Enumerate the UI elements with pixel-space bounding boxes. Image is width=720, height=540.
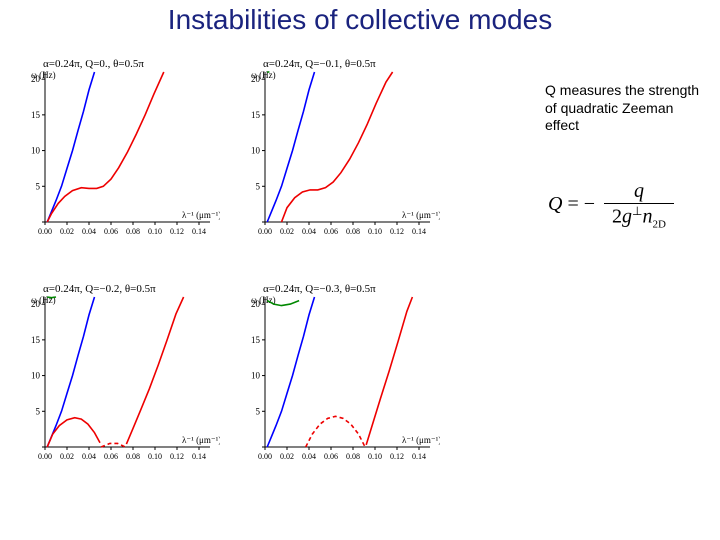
svg-text:0.14: 0.14 bbox=[412, 227, 426, 236]
svg-text:ω (Hz): ω (Hz) bbox=[251, 70, 276, 80]
svg-text:5: 5 bbox=[36, 181, 41, 191]
svg-text:0.12: 0.12 bbox=[390, 227, 404, 236]
svg-text:0.14: 0.14 bbox=[192, 227, 206, 236]
eq-num: q bbox=[604, 180, 674, 204]
eq-den: 2g⊥n2D bbox=[604, 204, 674, 231]
svg-text:15: 15 bbox=[31, 110, 41, 120]
svg-text:0.02: 0.02 bbox=[60, 452, 74, 461]
panel-plot: 51015200.000.020.040.060.080.100.120.14ω… bbox=[245, 285, 440, 474]
svg-text:0.08: 0.08 bbox=[126, 227, 140, 236]
slide-title: Instabilities of collective modes bbox=[0, 4, 720, 36]
panel-title: α=0.24π, Q=−0.1, θ=0.5π bbox=[263, 58, 376, 70]
svg-text:0.12: 0.12 bbox=[170, 452, 184, 461]
series-blue bbox=[267, 297, 314, 447]
svg-text:0.10: 0.10 bbox=[148, 452, 162, 461]
svg-text:ω (Hz): ω (Hz) bbox=[31, 295, 56, 305]
panel-plot: 51015200.000.020.040.060.080.100.120.14ω… bbox=[25, 285, 220, 474]
panel-p01: α=0.24π, Q=−0.1, θ=0.5π51015200.000.020.… bbox=[245, 60, 440, 235]
svg-text:5: 5 bbox=[256, 181, 261, 191]
series-red bbox=[47, 418, 100, 447]
svg-text:10: 10 bbox=[31, 146, 41, 156]
series-red-dash bbox=[101, 443, 125, 447]
svg-text:0.10: 0.10 bbox=[368, 227, 382, 236]
equation-Q: Q = − q 2g⊥n2D bbox=[548, 180, 674, 231]
svg-text:15: 15 bbox=[251, 110, 261, 120]
svg-text:0.00: 0.00 bbox=[258, 452, 272, 461]
svg-text:0.06: 0.06 bbox=[324, 452, 338, 461]
svg-text:0.10: 0.10 bbox=[368, 452, 382, 461]
svg-text:5: 5 bbox=[36, 406, 41, 416]
series-blue bbox=[47, 72, 94, 222]
series-red bbox=[282, 72, 393, 222]
series-green bbox=[47, 297, 56, 298]
series-blue bbox=[267, 72, 314, 222]
svg-text:0.00: 0.00 bbox=[38, 227, 52, 236]
eq-frac: q 2g⊥n2D bbox=[604, 180, 674, 231]
svg-text:0.12: 0.12 bbox=[170, 227, 184, 236]
svg-text:10: 10 bbox=[31, 371, 41, 381]
svg-text:0.08: 0.08 bbox=[346, 452, 360, 461]
svg-text:0.08: 0.08 bbox=[126, 452, 140, 461]
svg-text:λ⁻¹ (μm⁻¹): λ⁻¹ (μm⁻¹) bbox=[402, 210, 440, 220]
svg-text:0.04: 0.04 bbox=[302, 227, 316, 236]
panel-p11: α=0.24π, Q=−0.3, θ=0.5π51015200.000.020.… bbox=[245, 285, 440, 460]
svg-text:0.10: 0.10 bbox=[148, 227, 162, 236]
svg-text:15: 15 bbox=[251, 335, 261, 345]
eq-eq: = − bbox=[567, 193, 595, 215]
svg-text:5: 5 bbox=[256, 406, 261, 416]
svg-text:0.06: 0.06 bbox=[324, 227, 338, 236]
note-text: Q measures the strength of quadratic Zee… bbox=[545, 82, 705, 135]
svg-text:0.00: 0.00 bbox=[38, 452, 52, 461]
svg-text:0.06: 0.06 bbox=[104, 452, 118, 461]
series-red bbox=[366, 297, 412, 445]
svg-text:0.04: 0.04 bbox=[82, 227, 96, 236]
svg-text:15: 15 bbox=[31, 335, 41, 345]
svg-text:0.14: 0.14 bbox=[412, 452, 426, 461]
series-red bbox=[47, 72, 164, 222]
svg-text:λ⁻¹ (μm⁻¹): λ⁻¹ (μm⁻¹) bbox=[402, 435, 440, 445]
eq-lhs: Q bbox=[548, 193, 562, 215]
svg-text:0.02: 0.02 bbox=[60, 227, 74, 236]
svg-text:0.00: 0.00 bbox=[258, 227, 272, 236]
svg-text:0.08: 0.08 bbox=[346, 227, 360, 236]
svg-text:λ⁻¹ (μm⁻¹): λ⁻¹ (μm⁻¹) bbox=[182, 210, 220, 220]
svg-text:0.04: 0.04 bbox=[302, 452, 316, 461]
svg-text:0.14: 0.14 bbox=[192, 452, 206, 461]
svg-text:10: 10 bbox=[251, 371, 261, 381]
slide: { "title": "Instabilities of collective … bbox=[0, 0, 720, 540]
svg-text:10: 10 bbox=[251, 146, 261, 156]
svg-text:0.12: 0.12 bbox=[390, 452, 404, 461]
panel-plot: 51015200.000.020.040.060.080.100.120.14ω… bbox=[245, 60, 440, 249]
svg-text:0.02: 0.02 bbox=[280, 452, 294, 461]
panel-title: α=0.24π, Q=−0.3, θ=0.5π bbox=[263, 283, 376, 295]
series-red-dash bbox=[306, 416, 365, 447]
panel-title: α=0.24π, Q=−0.2, θ=0.5π bbox=[43, 283, 156, 295]
svg-text:λ⁻¹ (μm⁻¹): λ⁻¹ (μm⁻¹) bbox=[182, 435, 220, 445]
svg-text:0.02: 0.02 bbox=[280, 227, 294, 236]
panel-p10: α=0.24π, Q=−0.2, θ=0.5π51015200.000.020.… bbox=[25, 285, 220, 460]
panel-title: α=0.24π, Q=0., θ=0.5π bbox=[43, 58, 144, 70]
svg-text:0.06: 0.06 bbox=[104, 227, 118, 236]
panel-plot: 51015200.000.020.040.060.080.100.120.14ω… bbox=[25, 60, 220, 249]
series-red bbox=[126, 297, 183, 444]
svg-text:ω (Hz): ω (Hz) bbox=[31, 70, 56, 80]
panel-p00: α=0.24π, Q=0., θ=0.5π51015200.000.020.04… bbox=[25, 60, 220, 235]
svg-text:0.04: 0.04 bbox=[82, 452, 96, 461]
